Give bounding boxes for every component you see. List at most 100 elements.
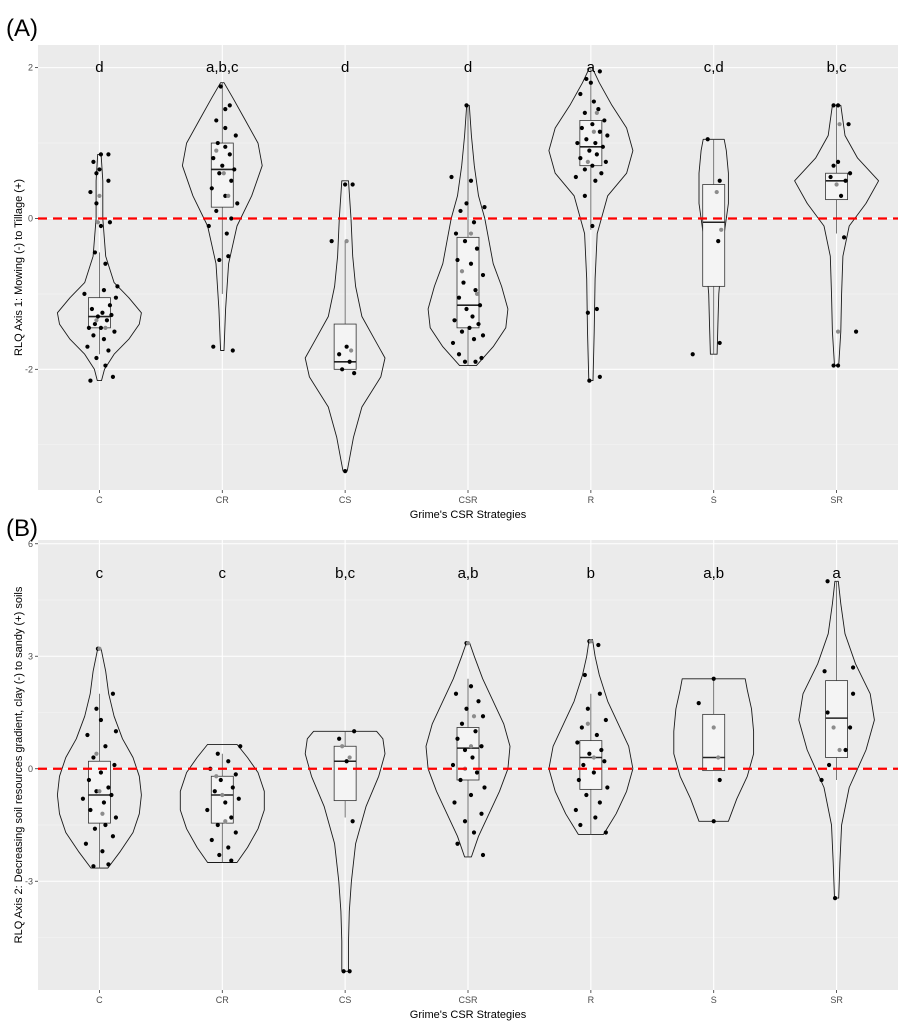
data-point — [229, 858, 234, 863]
data-point — [101, 288, 107, 293]
data-point — [696, 701, 701, 706]
data-point — [579, 125, 584, 131]
data-point — [452, 800, 457, 805]
data-point — [482, 205, 487, 210]
data-point — [835, 363, 841, 368]
data-point — [605, 133, 610, 138]
data-point — [853, 329, 859, 334]
data-point — [340, 367, 345, 372]
panel-a: -2 0 2 Cd CR a,b,c CS d CSR d Ra Sc,d SR b,c Grime's C… — [6, 15, 898, 521]
data-point — [110, 691, 116, 696]
data-point-grey — [591, 755, 596, 760]
data-point-grey — [465, 641, 471, 646]
data-point — [587, 751, 592, 756]
data-point-grey — [585, 721, 590, 726]
data-point — [83, 841, 89, 846]
significance-letter: b,c — [335, 565, 356, 582]
data-point — [584, 137, 589, 142]
data-point — [82, 291, 87, 296]
data-point — [217, 852, 222, 858]
box — [333, 745, 357, 802]
data-point — [594, 732, 599, 738]
data-point-grey — [94, 318, 99, 323]
data-point-grey — [97, 193, 102, 198]
data-point — [462, 359, 468, 364]
data-point — [449, 174, 454, 180]
data-point — [91, 159, 96, 165]
data-point — [597, 691, 602, 696]
data-point — [92, 321, 98, 327]
violin-outline — [548, 67, 634, 382]
data-point — [214, 208, 219, 214]
data-point — [603, 830, 608, 835]
data-point — [212, 789, 217, 794]
x-tick-label: CR — [216, 995, 229, 1005]
data-point-grey — [716, 755, 721, 760]
data-point — [470, 755, 475, 760]
data-point — [847, 171, 853, 176]
x-tick-label: CR — [216, 495, 229, 505]
data-point — [233, 133, 238, 138]
data-point — [101, 337, 107, 342]
data-point — [826, 762, 832, 768]
data-point — [603, 717, 608, 723]
group-c — [56, 152, 142, 383]
data-point — [479, 355, 484, 361]
data-point-grey — [588, 639, 593, 644]
data-point-grey — [220, 792, 225, 798]
data-point — [597, 129, 602, 134]
data-point — [115, 284, 120, 289]
data-point — [91, 333, 96, 338]
significance-letter: a,b,c — [206, 59, 239, 76]
data-point — [94, 355, 99, 361]
box — [210, 142, 234, 208]
box — [579, 740, 603, 790]
data-point — [578, 822, 583, 828]
data-point — [458, 208, 463, 214]
data-point — [470, 314, 475, 319]
data-point — [596, 642, 601, 648]
data-point — [587, 378, 592, 383]
data-point — [471, 220, 477, 225]
data-point — [217, 257, 222, 263]
x-tick-label: CS — [339, 495, 352, 505]
significance-letter: a — [832, 565, 841, 582]
data-point — [575, 740, 580, 745]
box — [825, 680, 848, 758]
data-point-grey — [344, 239, 349, 244]
data-point — [587, 148, 592, 153]
data-point — [450, 762, 456, 768]
group-sr — [794, 103, 880, 368]
data-point — [91, 755, 96, 760]
data-point — [473, 359, 478, 364]
panel-label: (B) — [6, 515, 38, 542]
significance-letter: a — [587, 59, 596, 76]
y-tick-label: 2 — [28, 63, 33, 73]
data-point — [471, 830, 477, 835]
data-point-grey — [835, 329, 841, 334]
data-point — [103, 261, 108, 266]
data-point — [597, 800, 602, 805]
data-point — [599, 747, 604, 753]
data-point — [229, 815, 234, 820]
data-point — [464, 103, 469, 108]
data-point — [835, 159, 841, 165]
data-point — [450, 340, 456, 346]
data-point — [850, 691, 856, 696]
data-point-grey — [837, 747, 842, 753]
data-point-grey — [591, 129, 596, 134]
data-point — [98, 223, 104, 229]
data-point-grey — [223, 819, 228, 824]
data-point — [831, 163, 836, 168]
data-point — [238, 744, 243, 749]
data-point — [593, 140, 598, 146]
data-point — [462, 747, 468, 753]
data-point — [459, 329, 465, 334]
group-r — [548, 67, 634, 383]
y-tick-label: -3 — [25, 876, 33, 886]
significance-letter: a,b — [458, 565, 479, 582]
y-axis-title: RLQ Axis 1: Mowing (-) to Tillage (+) — [13, 179, 25, 356]
significance-letter: d — [464, 59, 472, 76]
data-point — [86, 325, 92, 330]
data-point — [113, 815, 119, 820]
